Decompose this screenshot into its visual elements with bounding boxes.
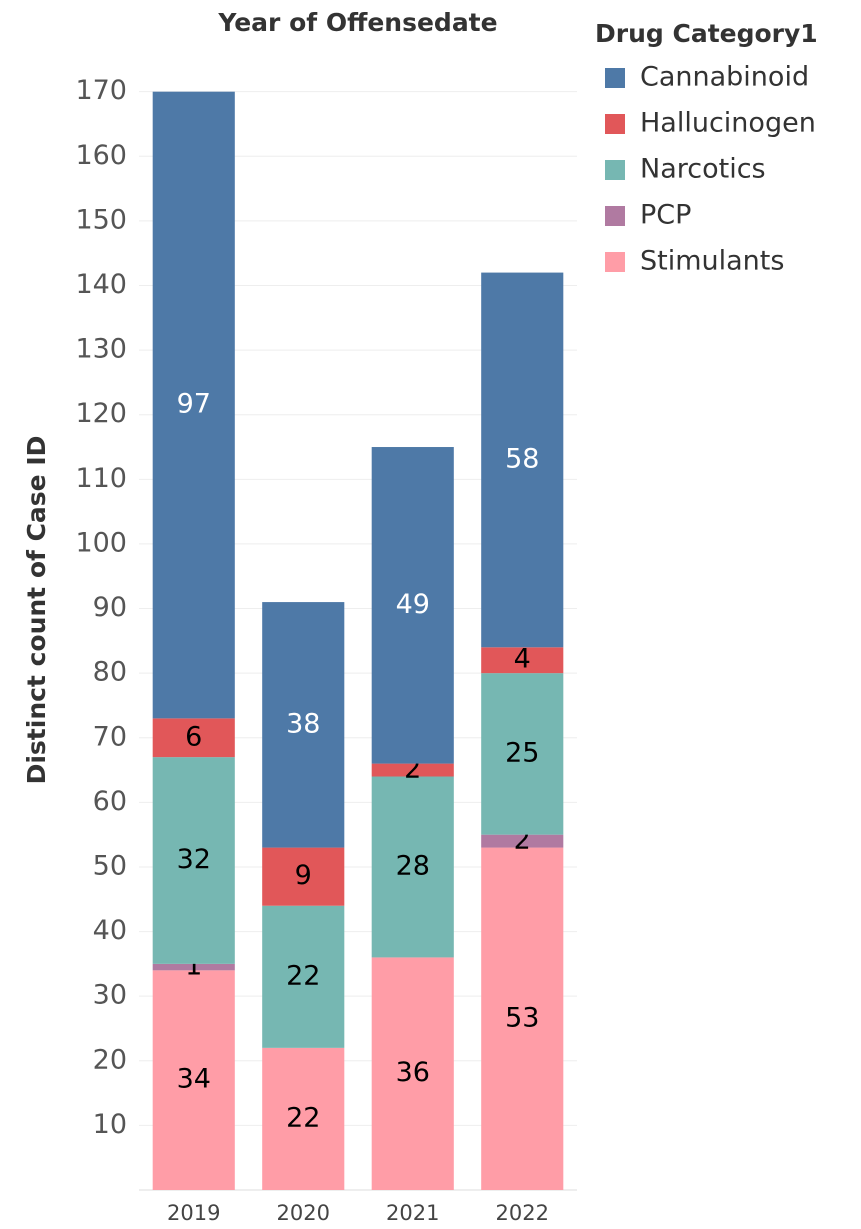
x-tick-label: 2022	[496, 1201, 549, 1225]
y-tick-label: 30	[93, 980, 127, 1011]
legend-label: Cannabinoid	[640, 62, 809, 93]
data-label: 49	[396, 589, 430, 620]
legend-label: Hallucinogen	[640, 108, 816, 139]
bar-segment	[481, 834, 564, 848]
legend-swatch	[605, 252, 625, 272]
y-tick-label: 50	[93, 850, 127, 881]
y-tick-label: 70	[93, 721, 127, 752]
bar-segment	[152, 757, 235, 964]
legend-label: Stimulants	[640, 246, 784, 277]
data-label: 25	[505, 737, 539, 768]
data-label: 53	[505, 1002, 539, 1033]
bar-segment	[262, 1047, 345, 1190]
y-tick-label: 110	[75, 463, 127, 494]
bar-segment	[262, 905, 345, 1048]
legend-swatch	[605, 160, 625, 180]
x-tick-label: 2021	[386, 1201, 439, 1225]
bar-segment	[371, 776, 454, 958]
bar-segment	[481, 847, 564, 1190]
bar-segment	[152, 963, 235, 971]
bar-segment	[481, 647, 564, 674]
legend-label: PCP	[640, 200, 691, 231]
bar-segment	[481, 673, 564, 835]
y-axis-label: Distinct count of Case ID	[22, 436, 51, 785]
y-tick-label: 90	[93, 592, 127, 623]
legend-title: Drug Category1	[595, 19, 818, 48]
data-label: 9	[295, 860, 312, 891]
data-label: 38	[286, 708, 320, 739]
y-tick-label: 140	[75, 269, 127, 300]
x-tick-label: 2019	[167, 1201, 220, 1225]
bar-segment	[371, 957, 454, 1190]
bar-segment	[152, 970, 235, 1190]
legend-swatch	[605, 206, 625, 226]
data-label: 34	[177, 1064, 211, 1095]
y-tick-label: 60	[93, 786, 127, 817]
y-tick-label: 40	[93, 915, 127, 946]
y-tick-label: 170	[75, 75, 127, 106]
y-tick-label: 20	[93, 1044, 127, 1075]
y-tick-label: 150	[75, 204, 127, 235]
data-label: 22	[286, 960, 320, 991]
bar-segment	[371, 447, 454, 764]
chart-title: Year of Offensedate	[217, 8, 497, 37]
data-label: 58	[505, 443, 539, 474]
bar-segment	[481, 272, 564, 648]
legend-label: Narcotics	[640, 154, 766, 185]
legend-swatch	[605, 114, 625, 134]
data-label: 6	[185, 721, 202, 752]
data-label: 22	[286, 1102, 320, 1133]
legend-swatch	[605, 68, 625, 88]
data-label: 28	[396, 850, 430, 881]
y-tick-label: 130	[75, 334, 127, 365]
data-label: 32	[177, 844, 211, 875]
y-tick-label: 120	[75, 398, 127, 429]
y-tick-label: 80	[93, 657, 127, 688]
bar-segment	[152, 718, 235, 758]
y-tick-label: 10	[93, 1109, 127, 1140]
data-label: 36	[396, 1057, 430, 1088]
data-label: 97	[177, 389, 211, 420]
data-label: 4	[514, 644, 531, 675]
bar-segment	[262, 847, 345, 906]
y-tick-label: 160	[75, 140, 127, 171]
bar-segment	[152, 91, 235, 719]
bar-segment	[262, 602, 345, 848]
x-tick-label: 2020	[277, 1201, 330, 1225]
y-tick-label: 100	[75, 527, 127, 558]
bar-segment	[371, 763, 454, 777]
